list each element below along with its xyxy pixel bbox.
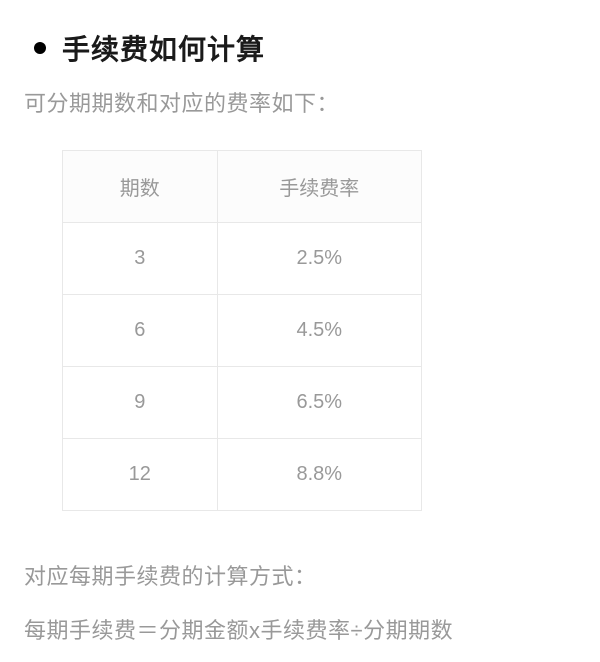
table-header-row: 期数 手续费率 (63, 151, 422, 223)
bullet-icon (34, 42, 46, 54)
page-title: 手续费如何计算 (62, 28, 265, 68)
table-row: 6 4.5% (63, 295, 422, 367)
cell-period: 3 (63, 223, 218, 295)
cell-rate: 6.5% (217, 367, 421, 439)
calculation-formula: 每期手续费＝分期金额x手续费率÷分期期数 (24, 613, 576, 645)
fee-rate-table: 期数 手续费率 3 2.5% 6 4.5% 9 6.5% 12 8.8% (62, 150, 422, 511)
cell-period: 12 (63, 439, 218, 511)
cell-rate: 4.5% (217, 295, 421, 367)
heading-section: 手续费如何计算 (24, 28, 576, 68)
col-header-periods: 期数 (63, 151, 218, 223)
table-row: 3 2.5% (63, 223, 422, 295)
table-row: 12 8.8% (63, 439, 422, 511)
fee-table-wrapper: 期数 手续费率 3 2.5% 6 4.5% 9 6.5% 12 8.8% (24, 150, 576, 511)
col-header-rate: 手续费率 (217, 151, 421, 223)
cell-rate: 2.5% (217, 223, 421, 295)
cell-period: 6 (63, 295, 218, 367)
cell-rate: 8.8% (217, 439, 421, 511)
cell-period: 9 (63, 367, 218, 439)
table-row: 9 6.5% (63, 367, 422, 439)
calculation-note: 对应每期手续费的计算方式： (24, 559, 576, 591)
subheading-text: 可分期期数和对应的费率如下： (24, 86, 576, 118)
